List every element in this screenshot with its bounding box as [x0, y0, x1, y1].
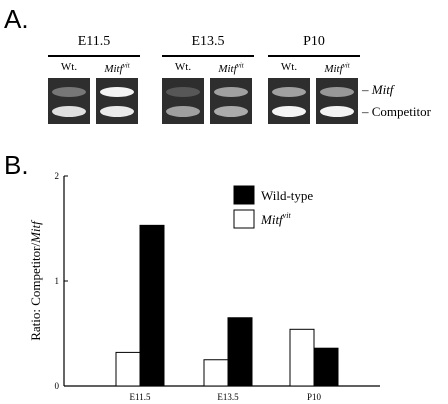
mitf-band — [214, 87, 248, 97]
competitor-band — [166, 106, 200, 117]
competitor-band — [272, 106, 306, 117]
gel-lane — [48, 78, 90, 124]
competitor-band — [320, 106, 354, 117]
lane-label: Mitfvit — [324, 61, 350, 75]
competitor-band — [214, 106, 248, 117]
gel-group-title: E11.5 — [77, 34, 111, 49]
mitf-band — [320, 87, 354, 97]
lane-label: Wt. — [60, 61, 78, 73]
y-tick-label: 2 — [55, 171, 60, 181]
competitor-band-label: – Competitor — [362, 104, 431, 119]
y-axis-title: Ratio: Competitor/Mitf — [28, 219, 43, 341]
lane-label: Mitfvit — [218, 61, 244, 75]
gel-group-p10: P10 Wt. Mitfvit — [268, 34, 360, 134]
mitf-band — [272, 87, 306, 97]
y-tick-label: 0 — [55, 381, 60, 391]
mitf-band-label: – Mitf — [362, 82, 394, 97]
gel-group-e13-5: E13.5 Wt. Mitfvit — [162, 34, 254, 134]
bar-wild-type-e13-5 — [227, 317, 253, 387]
gel-lane — [96, 78, 138, 124]
bar-mitf-vit-e13-5 — [203, 359, 229, 387]
lane-label: Wt. — [280, 61, 298, 73]
lane-label: Wt. — [174, 61, 192, 73]
legend-swatch — [233, 185, 255, 205]
panel-a-label: A. — [4, 4, 29, 34]
legend-swatch — [233, 209, 255, 229]
bar-wild-type-e11-5 — [139, 224, 165, 387]
competitor-band-label-text: Competitor — [371, 104, 431, 119]
gel-lane — [210, 78, 252, 124]
y-tick-label: 1 — [55, 276, 60, 286]
mitf-band-label-text: Mitf — [371, 82, 394, 97]
competitor-band — [100, 106, 134, 117]
legend-label: Wild-type — [261, 188, 313, 203]
mitf-band — [52, 87, 86, 97]
gel-group-title: P10 — [303, 34, 325, 49]
gel-lane — [316, 78, 358, 124]
gel-group-divider — [48, 55, 140, 57]
x-tick-label: E11.5 — [130, 392, 151, 402]
gel-group-divider — [162, 55, 254, 57]
x-tick-label: P10 — [307, 392, 322, 402]
gel-group-e11-5: E11.5 Wt. Mitfvit — [48, 34, 140, 134]
mitf-band — [100, 87, 134, 97]
x-tick-label: E13.5 — [217, 392, 239, 402]
gel-lane — [162, 78, 204, 124]
gel-group-title: E13.5 — [191, 34, 225, 49]
lane-label: Mitfvit — [104, 61, 130, 75]
legend-label: Mitfvit — [260, 211, 291, 227]
gel-group-divider — [268, 55, 360, 57]
panel-b-label: B. — [4, 150, 29, 180]
bar-wild-type-p10 — [313, 347, 339, 387]
mitf-band — [166, 87, 200, 97]
competitor-band — [52, 106, 86, 117]
bar-mitf-vit-e11-5 — [115, 351, 141, 387]
gel-lane — [268, 78, 310, 124]
bar-mitf-vit-p10 — [289, 328, 315, 387]
